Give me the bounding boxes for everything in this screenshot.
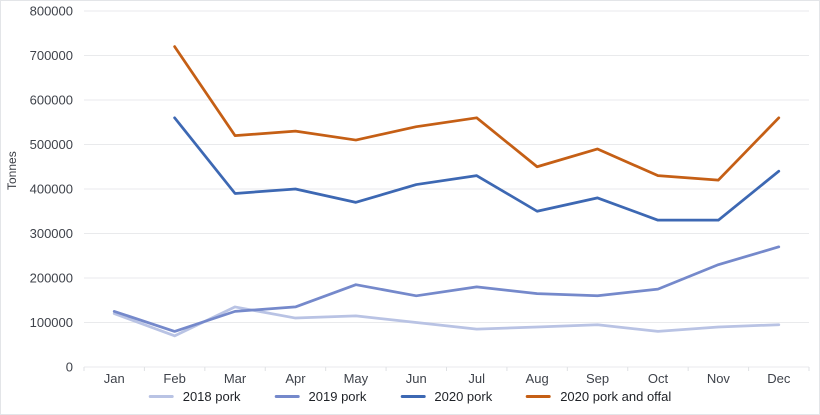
- x-tick-label: Sep: [586, 371, 609, 386]
- y-tick-label: 800000: [30, 4, 73, 19]
- legend-label: 2020 pork: [434, 389, 493, 404]
- y-tick-label: 200000: [30, 271, 73, 286]
- legend-label: 2020 pork and offal: [560, 389, 672, 404]
- y-tick-label: 300000: [30, 226, 73, 241]
- x-tick-label: Jul: [468, 371, 485, 386]
- x-tick-label: Feb: [163, 371, 185, 386]
- legend: 2018 pork 2019 pork 2020 pork 2020 pork and…: [148, 389, 671, 404]
- legend-item: 2019 pork: [274, 389, 367, 404]
- y-tick-label: 700000: [30, 48, 73, 63]
- x-tick-label: Jan: [104, 371, 125, 386]
- x-tick-label: Mar: [224, 371, 247, 386]
- legend-swatch: [400, 395, 426, 398]
- legend-item: 2020 pork and offal: [526, 389, 671, 404]
- series-line: [173, 45, 781, 182]
- x-tick-label: Oct: [648, 371, 669, 386]
- x-tick-label: May: [344, 371, 369, 386]
- series-line: [173, 116, 781, 222]
- legend-label: 2018 pork: [182, 389, 241, 404]
- legend-swatch: [274, 395, 300, 398]
- x-tick-label: Aug: [526, 371, 549, 386]
- legend-swatch: [526, 395, 552, 398]
- legend-label: 2019 pork: [308, 389, 367, 404]
- x-tick-label: Dec: [767, 371, 791, 386]
- x-tick-label: Apr: [285, 371, 306, 386]
- series-line: [112, 305, 781, 338]
- legend-item: 2020 pork: [400, 389, 492, 404]
- x-tick-label: Jun: [406, 371, 427, 386]
- y-tick-label: 400000: [30, 182, 73, 197]
- y-tick-label: 600000: [30, 93, 73, 108]
- y-tick-label: 100000: [30, 315, 73, 330]
- y-tick-label: 0: [66, 360, 73, 375]
- series-line: [112, 245, 781, 333]
- legend-item: 2018 pork: [148, 389, 241, 404]
- y-tick-label: 500000: [30, 137, 73, 152]
- y-axis-title: Tonnes: [5, 151, 19, 190]
- x-tick-label: Nov: [707, 371, 731, 386]
- legend-swatch: [148, 395, 174, 398]
